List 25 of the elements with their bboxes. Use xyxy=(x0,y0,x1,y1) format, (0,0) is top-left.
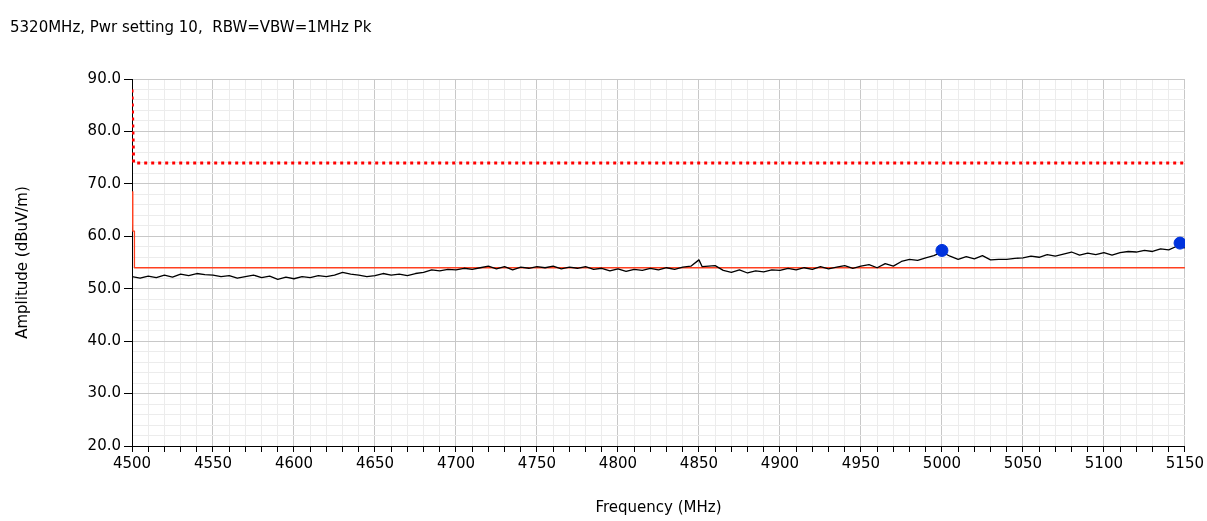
x-axis-title: Frequency (MHz) xyxy=(595,497,722,516)
x-tick-label: 5150 xyxy=(1165,453,1205,472)
x-tick-label: 4650 xyxy=(355,453,395,472)
x-tick-label: 4500 xyxy=(112,453,152,472)
x-tick-label: 5050 xyxy=(1003,453,1043,472)
y-axis-title: Amplitude (dBuV/m) xyxy=(12,186,31,339)
x-tick-label: 4900 xyxy=(760,453,800,472)
y-tick-label: 30.0 xyxy=(87,383,121,402)
x-tick-label: 4700 xyxy=(436,453,476,472)
y-tick-label: 60.0 xyxy=(87,226,121,245)
y-tick-label: 40.0 xyxy=(87,331,121,350)
y-tick-label: 80.0 xyxy=(87,121,121,140)
y-tick-label: 90.0 xyxy=(87,68,121,87)
x-tick-label: 4800 xyxy=(598,453,638,472)
x-tick-label: 4850 xyxy=(679,453,719,472)
x-tick-label: 5100 xyxy=(1084,453,1124,472)
y-tick-label: 50.0 xyxy=(87,278,121,297)
x-tick-label: 4950 xyxy=(841,453,881,472)
chart-title: 5320MHz, Pwr setting 10, RBW=VBW=1MHz Pk xyxy=(10,18,372,36)
y-tick-label: 70.0 xyxy=(87,173,121,192)
x-tick-label: 4550 xyxy=(193,453,233,472)
x-tick-label: 5000 xyxy=(922,453,962,472)
x-tick-label: 4750 xyxy=(517,453,557,472)
x-tick-label: 4600 xyxy=(274,453,314,472)
y-tick-label: 20.0 xyxy=(87,435,121,454)
